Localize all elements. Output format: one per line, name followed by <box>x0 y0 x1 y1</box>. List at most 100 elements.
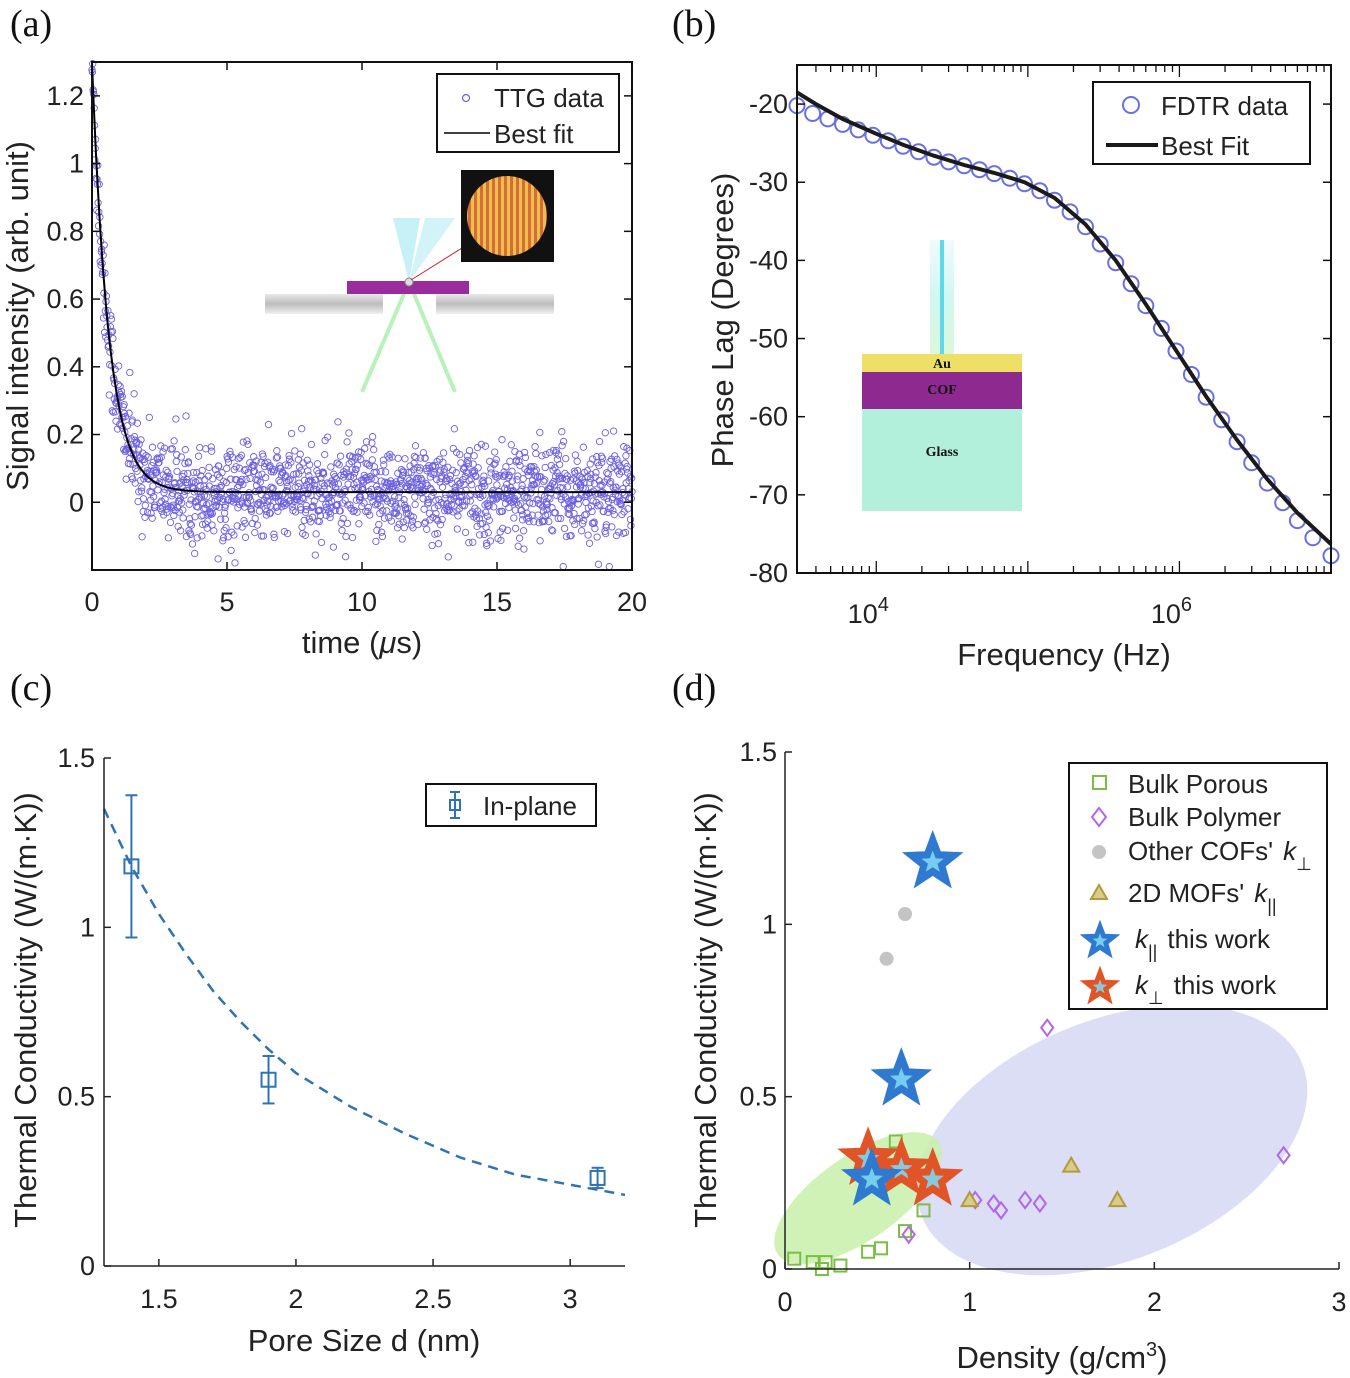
ttg-data-point <box>378 532 387 541</box>
ttg-data-point <box>169 489 177 498</box>
ttg-data-point <box>179 514 187 522</box>
mof-point <box>1061 1155 1081 1173</box>
panel-d-plot-area <box>787 829 1291 1276</box>
x-tick-label: 104 <box>848 594 889 629</box>
ttg-data-point <box>448 466 457 474</box>
ttg-data-point <box>191 549 199 558</box>
ttg-data-point <box>452 486 460 495</box>
ttg-data-point <box>395 520 403 528</box>
ttg-data-point <box>142 451 150 460</box>
ttg-data-point <box>469 460 477 468</box>
ttg-data-point <box>147 488 156 497</box>
ttg-data-point <box>419 449 428 457</box>
panel-c-ticks: 1.5 2 2.5 3 0 0.5 1 1.5 <box>57 743 577 1314</box>
fdtr-data-point <box>1167 342 1185 360</box>
ttg-data-point <box>531 443 539 451</box>
ttg-data-point <box>554 451 563 459</box>
ttg-data-point <box>423 467 431 475</box>
ttg-data-point <box>222 524 230 532</box>
ttg-data-point <box>563 472 571 480</box>
panel-a-legend-box <box>436 73 620 153</box>
x-tick-label: 10 <box>347 587 377 617</box>
ttg-data-point <box>434 517 442 525</box>
ttg-data-point <box>454 512 462 520</box>
ttg-data-point <box>400 496 408 504</box>
ttg-data-point <box>465 446 474 455</box>
ttg-data-point <box>346 501 354 509</box>
y-tick-label: 0 <box>80 1251 95 1281</box>
ttg-data-point <box>491 459 499 467</box>
ttg-data-point <box>259 452 267 460</box>
ttg-data-point <box>308 503 316 512</box>
ttg-data-point <box>361 444 369 453</box>
ttg-data-point <box>233 522 241 530</box>
ttg-data-point <box>574 500 582 508</box>
ttg-data-point <box>350 469 359 477</box>
ttg-data-point <box>482 508 490 517</box>
inset-au-layer <box>862 354 1022 372</box>
ttg-data-point <box>403 516 411 524</box>
ttg-data-point <box>170 511 178 520</box>
ttg-data-point <box>316 489 324 498</box>
legend-fdtr-marker <box>1122 96 1140 114</box>
ttg-data-point <box>194 452 203 460</box>
ttg-data-point <box>331 506 339 515</box>
ttg-data-point <box>298 523 306 531</box>
legend-kpar-label: k|| this work <box>1135 924 1271 962</box>
ttg-data-point <box>159 448 167 456</box>
ttg-data-point <box>534 511 542 519</box>
ttg-data-point <box>325 499 333 507</box>
ttg-data-point <box>285 476 293 484</box>
ttg-data-point <box>255 498 263 507</box>
ttg-data-point <box>196 443 204 452</box>
ttg-data-point <box>446 475 454 484</box>
panel-d-xlabel: Density (g/cm3) <box>957 1339 1168 1375</box>
panel-b-label: (b) <box>672 3 716 45</box>
ttg-data-point <box>548 504 556 512</box>
ttg-data-point <box>202 501 211 509</box>
ttg-data-point <box>308 513 317 521</box>
ttg-data-point <box>329 543 338 551</box>
ttg-data-point <box>524 513 533 522</box>
panel-d-ticks: 0 1 2 3 0 0.5 1 1.5 <box>739 737 1346 1317</box>
ttg-data-point <box>270 533 278 542</box>
ttg-data-point <box>510 514 518 522</box>
ttg-data-point <box>549 446 558 455</box>
ttg-data-point <box>484 477 493 485</box>
kperp-star-center <box>921 1167 944 1189</box>
ttg-data-point <box>411 500 419 509</box>
ttg-data-point <box>423 525 431 533</box>
ttg-data-point <box>497 536 505 545</box>
ttg-data-point <box>590 480 599 488</box>
ttg-data-point <box>550 481 559 489</box>
ttg-data-point <box>250 467 259 475</box>
ttg-data-point <box>505 496 514 505</box>
ttg-data-point <box>168 445 176 453</box>
ttg-data-point <box>380 514 389 522</box>
ttg-data-point <box>472 472 480 481</box>
ttg-data-point <box>421 518 430 526</box>
ttg-data-point <box>341 553 350 561</box>
ttg-data-point <box>571 451 580 459</box>
ttg-data-point <box>471 472 479 480</box>
ttg-data-point <box>363 460 372 468</box>
ttg-data-point <box>230 531 238 539</box>
ttg-data-point <box>316 506 324 514</box>
ttg-data-point <box>364 503 372 512</box>
ttg-data-point <box>437 499 446 507</box>
ttg-data-point <box>368 456 376 464</box>
fdtr-data-point <box>1077 218 1094 236</box>
ttg-data-point <box>474 464 482 472</box>
ttg-data-point <box>342 532 350 541</box>
ttg-data-point <box>604 508 612 516</box>
ttg-data-point <box>213 470 222 479</box>
ttg-data-point <box>298 425 306 433</box>
ttg-data-point <box>198 532 206 540</box>
ttg-data-point <box>116 382 124 390</box>
ttg-data-point <box>197 472 205 480</box>
panel-b-legend-box <box>1092 81 1311 165</box>
ttg-data-point <box>540 477 548 486</box>
ttg-data-point <box>564 509 572 518</box>
legend-kperp-marker <box>1079 965 1121 1005</box>
ttg-data-point <box>360 499 368 507</box>
